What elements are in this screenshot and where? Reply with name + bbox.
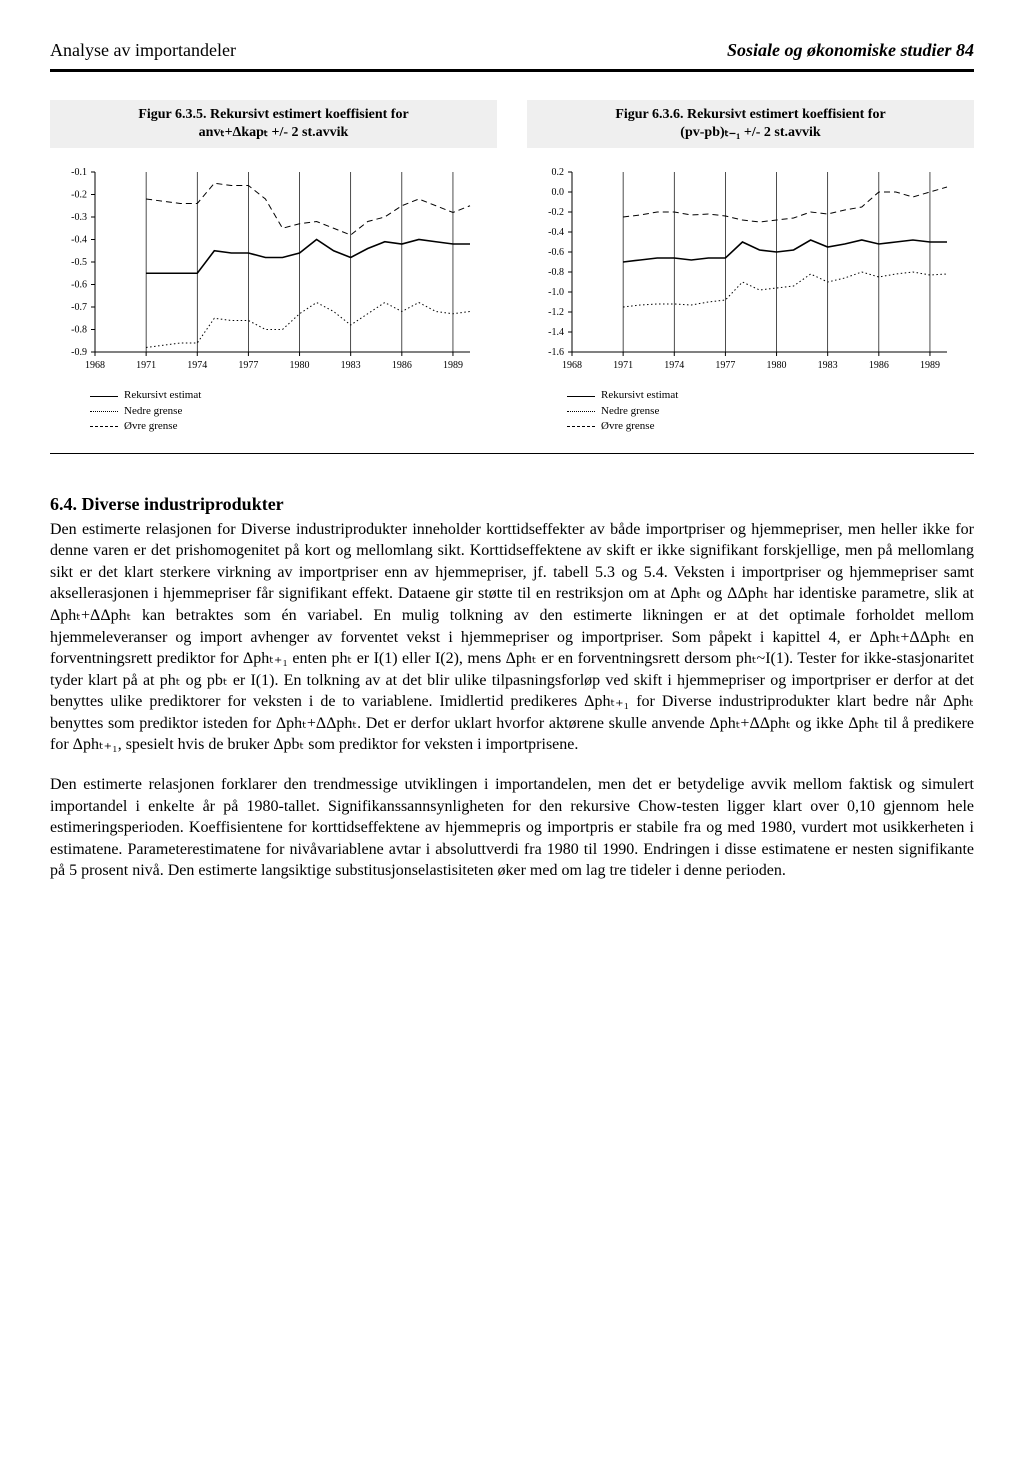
svg-text:-0.4: -0.4	[548, 227, 564, 238]
legend-right-1: Nedre grense	[567, 404, 974, 419]
figure-right: Figur 6.3.6. Rekursivt estimert koeffisi…	[527, 100, 974, 435]
legend-left-2: Øvre grense	[90, 419, 497, 434]
svg-text:-0.5: -0.5	[71, 257, 87, 268]
legend-dash-icon	[567, 426, 595, 427]
figures-rule	[50, 453, 974, 454]
svg-text:-0.4: -0.4	[71, 235, 87, 246]
legend-left-label-0: Rekursivt estimat	[124, 388, 201, 403]
svg-text:1983: 1983	[818, 360, 838, 371]
svg-text:-0.8: -0.8	[548, 267, 564, 278]
legend-right-2: Øvre grense	[567, 419, 974, 434]
page-header: Analyse av importandeler Sosiale og økon…	[50, 40, 974, 61]
svg-text:-1.6: -1.6	[548, 347, 564, 358]
svg-text:-0.6: -0.6	[71, 280, 87, 291]
header-rule	[50, 69, 974, 72]
figure-left-caption-sub: anvₜ+Δkapₜ +/- 2 st.avvik	[199, 125, 349, 140]
svg-text:1980: 1980	[290, 360, 310, 371]
svg-text:-0.2: -0.2	[71, 190, 87, 201]
legend-left: Rekursivt estimat Nedre grense Øvre gren…	[90, 388, 497, 434]
figure-left-caption-bold: Figur 6.3.5. Rekursivt estimert koeffisi…	[138, 107, 408, 122]
legend-solid-icon	[567, 396, 595, 397]
section-heading: 6.4. Diverse industriprodukter	[50, 494, 974, 515]
svg-text:0.2: 0.2	[552, 167, 565, 178]
svg-text:1974: 1974	[664, 360, 684, 371]
svg-text:1977: 1977	[238, 360, 258, 371]
svg-text:-0.9: -0.9	[71, 347, 87, 358]
legend-dot-icon	[90, 411, 118, 412]
svg-text:1968: 1968	[562, 360, 582, 371]
svg-text:1989: 1989	[443, 360, 463, 371]
page: Analyse av importandeler Sosiale og økon…	[0, 0, 1024, 940]
header-right: Sosiale og økonomiske studier 84	[727, 40, 974, 61]
svg-text:-1.4: -1.4	[548, 327, 564, 338]
svg-text:1980: 1980	[767, 360, 787, 371]
figure-right-caption-sub: (pv-pb)ₜ₋₁ +/- 2 st.avvik	[680, 125, 820, 140]
figures-row: Figur 6.3.5. Rekursivt estimert koeffisi…	[50, 100, 974, 435]
body-para-2: Den estimerte relasjonen forklarer den t…	[50, 774, 974, 882]
svg-text:1971: 1971	[613, 360, 633, 371]
legend-left-0: Rekursivt estimat	[90, 388, 497, 403]
svg-text:-1.2: -1.2	[548, 307, 564, 318]
figure-left-caption: Figur 6.3.5. Rekursivt estimert koeffisi…	[50, 100, 497, 148]
svg-text:1983: 1983	[341, 360, 361, 371]
svg-text:0.0: 0.0	[552, 187, 565, 198]
chart-right: 0.2 0.0 -0.2 -0.4 -0.6 -0.8 -1.0 -1.2 -1.4 -1.6 19…	[527, 162, 957, 382]
legend-dash-icon	[90, 426, 118, 427]
header-left: Analyse av importandeler	[50, 40, 236, 61]
legend-right-0: Rekursivt estimat	[567, 388, 974, 403]
legend-right-label-0: Rekursivt estimat	[601, 388, 678, 403]
legend-right: Rekursivt estimat Nedre grense Øvre gren…	[567, 388, 974, 434]
svg-text:1986: 1986	[392, 360, 412, 371]
svg-text:1977: 1977	[715, 360, 735, 371]
svg-text:-0.7: -0.7	[71, 302, 87, 313]
svg-text:-0.1: -0.1	[71, 167, 87, 178]
svg-text:1989: 1989	[920, 360, 940, 371]
svg-text:-1.0: -1.0	[548, 287, 564, 298]
chart-left: -0.1 -0.2 -0.3 -0.4 -0.5 -0.6 -0.7 -0.8 -0.9 1968…	[50, 162, 480, 382]
legend-solid-icon	[90, 396, 118, 397]
svg-text:1971: 1971	[136, 360, 156, 371]
figure-right-caption: Figur 6.3.6. Rekursivt estimert koeffisi…	[527, 100, 974, 148]
legend-right-label-1: Nedre grense	[601, 404, 659, 419]
legend-left-label-2: Øvre grense	[124, 419, 177, 434]
svg-text:-0.3: -0.3	[71, 212, 87, 223]
svg-text:-0.8: -0.8	[71, 325, 87, 336]
svg-text:1986: 1986	[869, 360, 889, 371]
figure-right-caption-bold: Figur 6.3.6. Rekursivt estimert koeffisi…	[615, 107, 885, 122]
svg-text:-0.6: -0.6	[548, 247, 564, 258]
svg-text:1968: 1968	[85, 360, 105, 371]
chart-left-container: -0.1 -0.2 -0.3 -0.4 -0.5 -0.6 -0.7 -0.8 -0.9 1968…	[50, 162, 497, 382]
legend-left-label-1: Nedre grense	[124, 404, 182, 419]
chart-right-container: 0.2 0.0 -0.2 -0.4 -0.6 -0.8 -1.0 -1.2 -1.4 -1.6 19…	[527, 162, 974, 382]
legend-right-label-2: Øvre grense	[601, 419, 654, 434]
figure-left: Figur 6.3.5. Rekursivt estimert koeffisi…	[50, 100, 497, 435]
legend-dot-icon	[567, 411, 595, 412]
svg-text:1974: 1974	[187, 360, 207, 371]
body-para-1: Den estimerte relasjonen for Diverse ind…	[50, 519, 974, 757]
svg-text:-0.2: -0.2	[548, 207, 564, 218]
legend-left-1: Nedre grense	[90, 404, 497, 419]
